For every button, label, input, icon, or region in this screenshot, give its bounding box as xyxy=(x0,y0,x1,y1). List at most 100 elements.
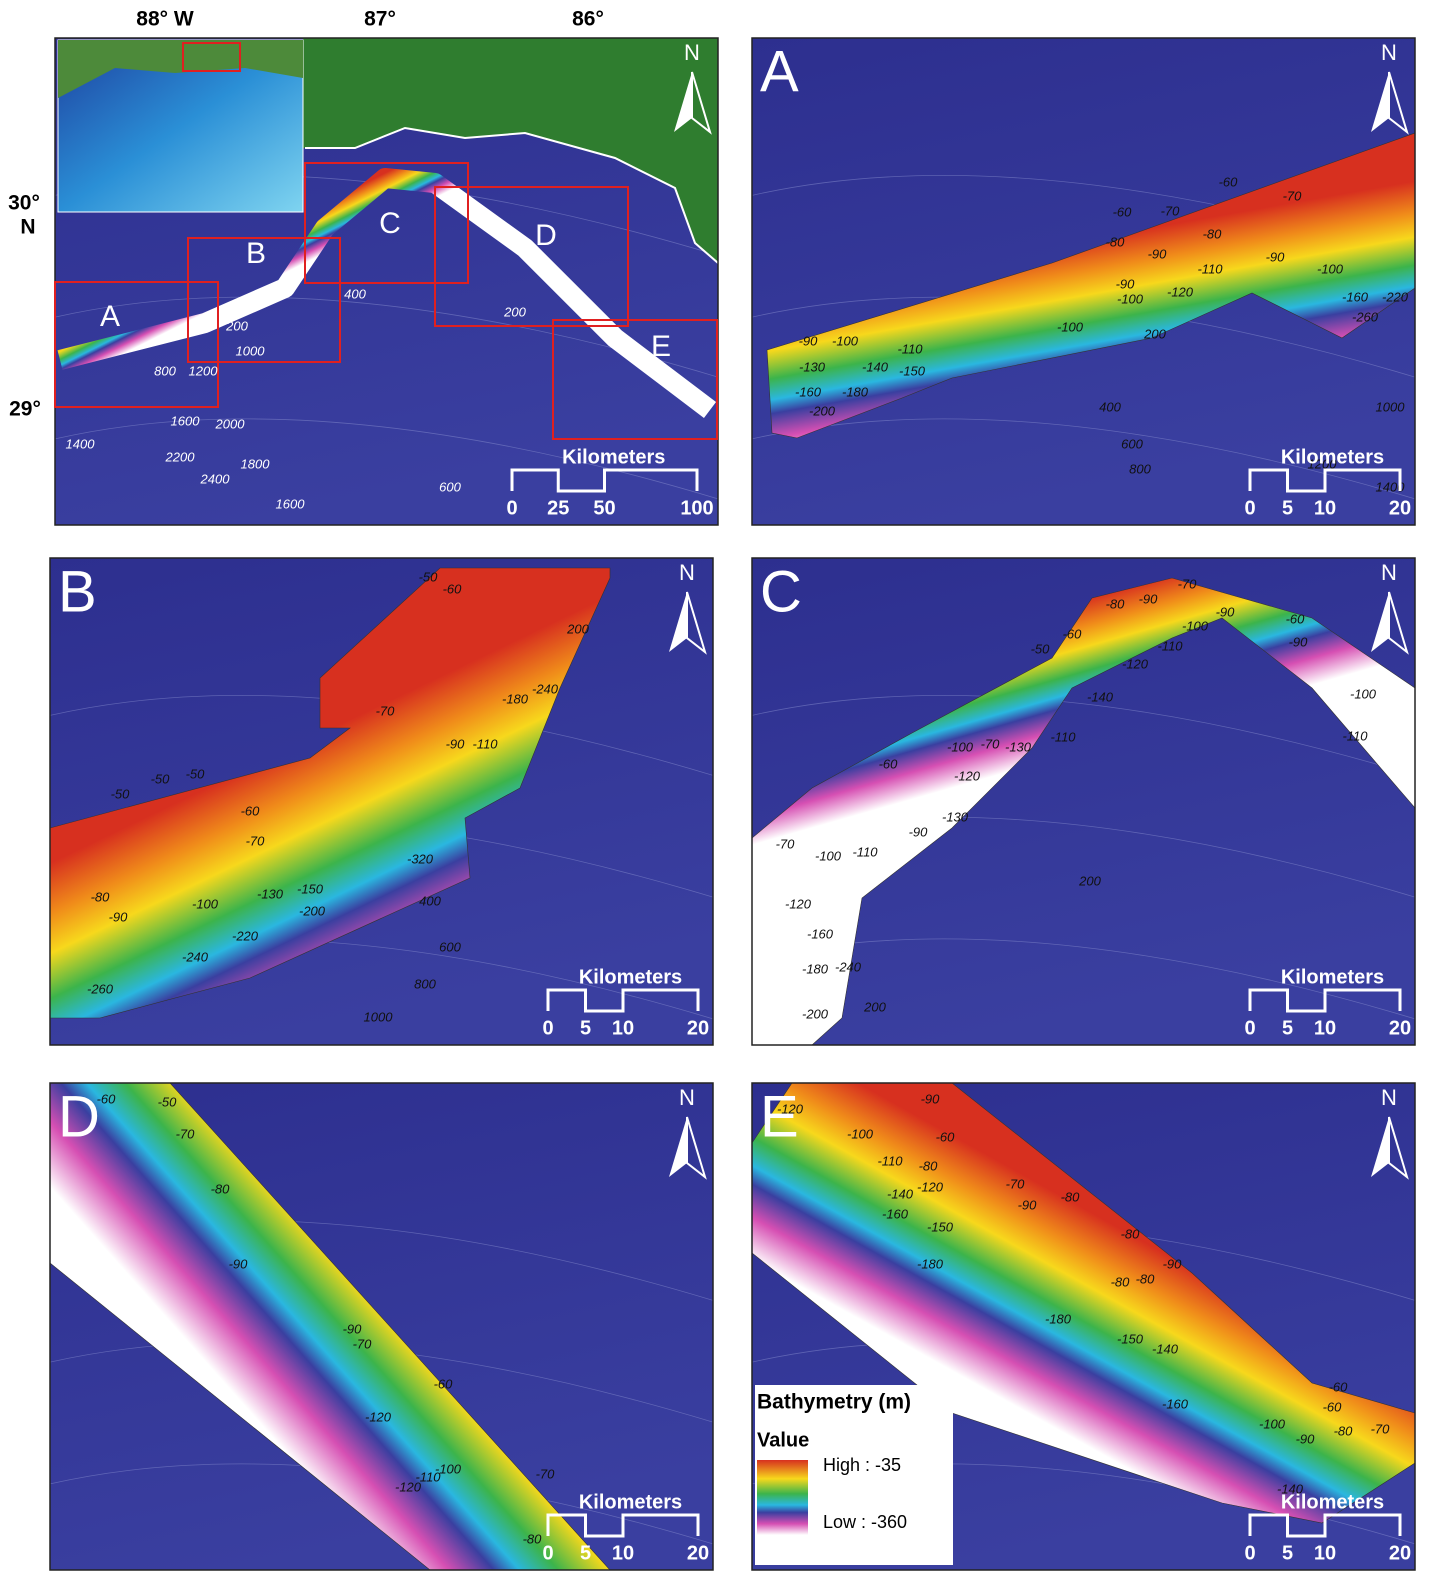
contour-label: -90 xyxy=(909,824,929,839)
contour-label: -90 xyxy=(799,333,819,348)
contour-label: -200 xyxy=(809,403,836,418)
contour-label: -130 xyxy=(257,886,284,901)
contour-label: -180 xyxy=(842,384,869,399)
contour-label: -180 xyxy=(502,691,529,706)
contour-label: -90 xyxy=(229,1256,249,1271)
contour-label: -160 xyxy=(882,1206,909,1221)
panel-letter: D xyxy=(58,1084,100,1149)
contour-label: -140 xyxy=(862,359,889,374)
north-label: N xyxy=(679,560,695,585)
contour-label: -100 xyxy=(815,848,842,863)
contour-label: -110 xyxy=(1342,728,1368,743)
contour-label: 2000 xyxy=(215,416,246,431)
scale-tick-label: 50 xyxy=(593,497,615,519)
scale-tick-label: 5 xyxy=(1282,497,1293,519)
scale-title: Kilometers xyxy=(1281,446,1384,468)
contour-label: -180 xyxy=(1045,1311,1072,1326)
contour-label: -150 xyxy=(899,363,926,378)
contour-label: -90 xyxy=(1018,1197,1038,1212)
contour-label: -80 xyxy=(1136,1271,1156,1286)
scale-tick-label: 0 xyxy=(506,497,517,519)
contour-label: -70 xyxy=(1371,1421,1391,1436)
contour-label: -90 xyxy=(921,1091,941,1106)
contour-label: -110 xyxy=(877,1153,903,1168)
region-label: E xyxy=(651,330,671,363)
lat-label: 29° xyxy=(9,398,41,421)
contour-label: -90 xyxy=(343,1321,363,1336)
contour-label: -240 xyxy=(532,681,559,696)
contour-label: -70 xyxy=(1161,203,1181,218)
contour-label: -100 xyxy=(192,896,219,911)
contour-label: -70 xyxy=(536,1466,556,1481)
scale-tick-label: 5 xyxy=(1282,1017,1293,1039)
contour-label: -100 xyxy=(1182,618,1209,633)
scale-tick-label: 10 xyxy=(1314,1017,1336,1039)
figure: 88° W 87° 86° 30° N 29° ABCDE20010004002… xyxy=(0,0,1437,1579)
contour-label: -50 xyxy=(186,766,206,781)
contour-label: -50 xyxy=(151,771,171,786)
contour-label: -80 xyxy=(1121,1226,1141,1241)
map-panel: B-50-50-50-60-70-80-90-100-130-150-200-2… xyxy=(50,558,713,1045)
contour-label: -110 xyxy=(1197,261,1223,276)
contour-label: -90 xyxy=(446,736,466,751)
scale-title: Kilometers xyxy=(1281,1491,1384,1513)
page: 88° W 87° 86° 30° N 29° ABCDE20010004002… xyxy=(0,0,1437,1579)
map-panel: A-60-70-60-70-80-90-80-90-100-90-100-120… xyxy=(752,38,1415,525)
contour-label: -100 xyxy=(1117,291,1144,306)
contour-label: -100 xyxy=(832,333,859,348)
contour-label: 1000 xyxy=(364,1009,394,1024)
contour-label: -90 xyxy=(109,909,129,924)
contour-label: -130 xyxy=(942,809,969,824)
contour-label: -260 xyxy=(1352,309,1379,324)
contour-label: -70 xyxy=(981,736,1001,751)
contour-label: -90 xyxy=(1116,276,1136,291)
contour-label: -120 xyxy=(395,1479,422,1494)
contour-label: -80 xyxy=(1203,226,1223,241)
contour-label: -60 xyxy=(443,581,463,596)
scale-title: Kilometers xyxy=(1281,966,1384,988)
contour-label: 600 xyxy=(439,939,461,954)
contour-label: -90 xyxy=(1148,246,1168,261)
contour-label: 1000 xyxy=(1376,399,1406,414)
scale-tick-label: 20 xyxy=(687,1542,709,1564)
scale-tick-label: 20 xyxy=(687,1017,709,1039)
contour-label: 1600 xyxy=(171,413,201,428)
north-label: N xyxy=(1381,560,1397,585)
contour-label: -80 xyxy=(91,889,111,904)
north-label: N xyxy=(679,1085,695,1110)
contour-label: -100 xyxy=(847,1126,874,1141)
contour-label: -80 xyxy=(1106,596,1126,611)
lat-label: N xyxy=(20,216,35,239)
contour-label: -150 xyxy=(297,881,324,896)
contour-label: 2200 xyxy=(165,449,196,464)
scale-tick-label: 10 xyxy=(1314,497,1336,519)
contour-label: -120 xyxy=(1122,656,1149,671)
contour-label: 1600 xyxy=(276,496,306,511)
contour-label: 200 xyxy=(1143,326,1166,341)
lon-label: 87° xyxy=(364,8,396,31)
panel-letter: C xyxy=(760,559,802,624)
contour-label: -120 xyxy=(785,896,812,911)
region-label: C xyxy=(379,207,401,240)
contour-label: -140 xyxy=(887,1186,914,1201)
contour-label: -80 xyxy=(523,1531,543,1546)
contour-label: -110 xyxy=(1157,638,1183,653)
contour-label: -60 xyxy=(879,756,899,771)
region-label: B xyxy=(246,237,266,270)
contour-label: 200 xyxy=(225,318,248,333)
contour-label: -60 xyxy=(1113,204,1133,219)
contour-label: 600 xyxy=(1121,436,1143,451)
contour-label: -220 xyxy=(1382,289,1409,304)
contour-label: -60 xyxy=(1323,1399,1343,1414)
contour-label: -100 xyxy=(1317,261,1344,276)
contour-label: -50 xyxy=(111,786,131,801)
contour-label: -120 xyxy=(954,768,981,783)
contour-label: -80 xyxy=(1334,1423,1354,1438)
legend-title: Bathymetry (m) xyxy=(757,1391,911,1414)
contour-label: 200 xyxy=(503,304,526,319)
contour-label: -90 xyxy=(1289,634,1309,649)
contour-label: 400 xyxy=(1099,399,1121,414)
contour-label: -110 xyxy=(472,736,498,751)
contour-label: -200 xyxy=(299,903,326,918)
contour-label: -180 xyxy=(802,961,829,976)
